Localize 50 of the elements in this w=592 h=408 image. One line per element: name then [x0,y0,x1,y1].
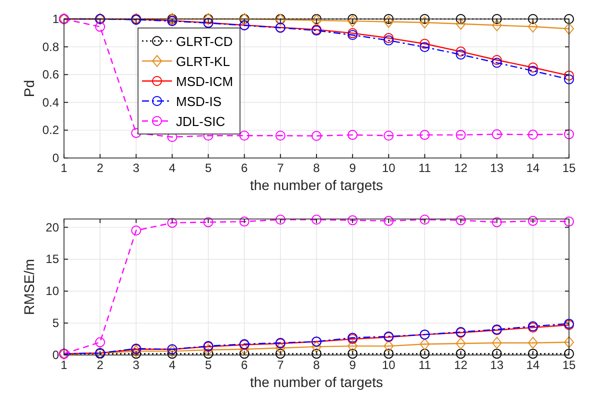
y-tick-label: 0.4 [42,95,60,110]
x-tick-label: 11 [418,161,432,175]
y-tick-label: 15 [46,252,60,266]
x-tick-label: 15 [562,358,576,372]
x-tick-label: 8 [313,161,320,175]
x-tick-label: 9 [349,358,356,372]
x-tick-label: 6 [241,161,248,175]
y-axis-title: RMSE/m [21,259,37,315]
x-tick-label: 6 [241,358,248,372]
y-tick-label: 0.2 [42,123,60,138]
x-tick-label: 7 [277,161,284,175]
x-tick-label: 15 [562,161,576,175]
y-tick-label: 0.8 [42,40,60,54]
x-tick-label: 11 [418,358,432,372]
x-tick-label: 10 [382,161,396,175]
x-tick-label: 12 [454,358,468,372]
x-tick-label: 10 [382,358,396,372]
x-axis-title: the number of targets [250,374,384,390]
y-tick-label: 20 [46,220,60,234]
y-tick-label: 5 [52,316,60,330]
y-tick-label: 0 [52,348,60,362]
y-tick-label: 0 [52,151,60,165]
x-tick-label: 5 [204,161,212,175]
x-tick-label: 3 [132,161,140,175]
x-tick-label: 12 [454,161,468,175]
legend-label: JDL-SIC [176,114,226,129]
legend-label: GLRT-CD [176,34,233,49]
x-tick-label: 4 [168,161,176,175]
x-tick-label: 14 [526,358,540,372]
x-tick-label: 2 [96,161,104,175]
legend-label: GLRT-KL [176,54,230,69]
x-tick-label: 8 [313,358,320,372]
x-tick-label: 3 [132,358,140,372]
x-tick-label: 14 [526,161,540,175]
legend-label: MSD-ICM [176,74,234,89]
x-tick-label: 2 [96,358,104,372]
x-tick-label: 1 [60,358,68,372]
y-tick-label: 0.6 [42,68,60,82]
x-tick-label: 13 [490,358,504,372]
x-tick-label: 7 [277,358,284,372]
x-tick-label: 5 [204,358,212,372]
x-tick-label: 9 [349,161,356,175]
y-axis-title: Pd [21,80,37,98]
y-tick-label: 1 [52,12,60,26]
legend-label: MSD-IS [176,94,222,109]
y-tick-label: 10 [46,284,60,298]
x-axis-title: the number of targets [250,177,384,193]
x-tick-label: 1 [60,161,68,175]
x-tick-label: 13 [490,161,504,175]
x-tick-label: 4 [168,358,176,372]
